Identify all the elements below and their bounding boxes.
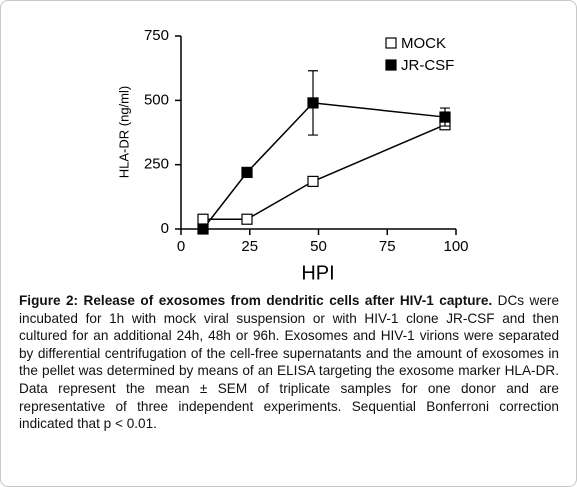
legend-label: JR-CSF (401, 57, 454, 74)
x-tick-label: 75 (379, 238, 396, 255)
x-tick-label: 50 (310, 238, 327, 255)
x-axis-label: HPI (301, 262, 334, 284)
marker (241, 213, 253, 225)
caption-text: DCs were incubated for 1h with mock vira… (19, 293, 559, 432)
marker (307, 175, 319, 187)
legend-marker (385, 37, 397, 49)
y-tick-label: 750 (144, 27, 169, 44)
marker (241, 166, 253, 178)
marker (307, 97, 319, 109)
chart: HLA-DR (ng/ml) HPI 0 250 500 750 0 25 50 75 100 M… (116, 27, 468, 284)
series-line (202, 102, 446, 230)
legend-label: MOCK (401, 35, 446, 52)
caption: Figure 2: Release of exosomes from dendr… (19, 292, 559, 433)
marker (197, 223, 209, 235)
marker (439, 111, 451, 123)
y-tick-label: 0 (161, 220, 169, 237)
x-tick-label: 0 (177, 238, 185, 255)
y-tick-label: 250 (144, 156, 169, 173)
caption-title: Figure 2: Release of exosomes from dendr… (19, 293, 493, 308)
x-tick-label: 100 (443, 238, 468, 255)
series-line (203, 124, 446, 220)
y-tick-label: 500 (144, 91, 169, 108)
legend-marker (385, 59, 397, 71)
y-axis-label: HLA-DR (ng/ml) (116, 86, 131, 178)
x-tick-label: 25 (241, 238, 258, 255)
marker (197, 213, 209, 225)
